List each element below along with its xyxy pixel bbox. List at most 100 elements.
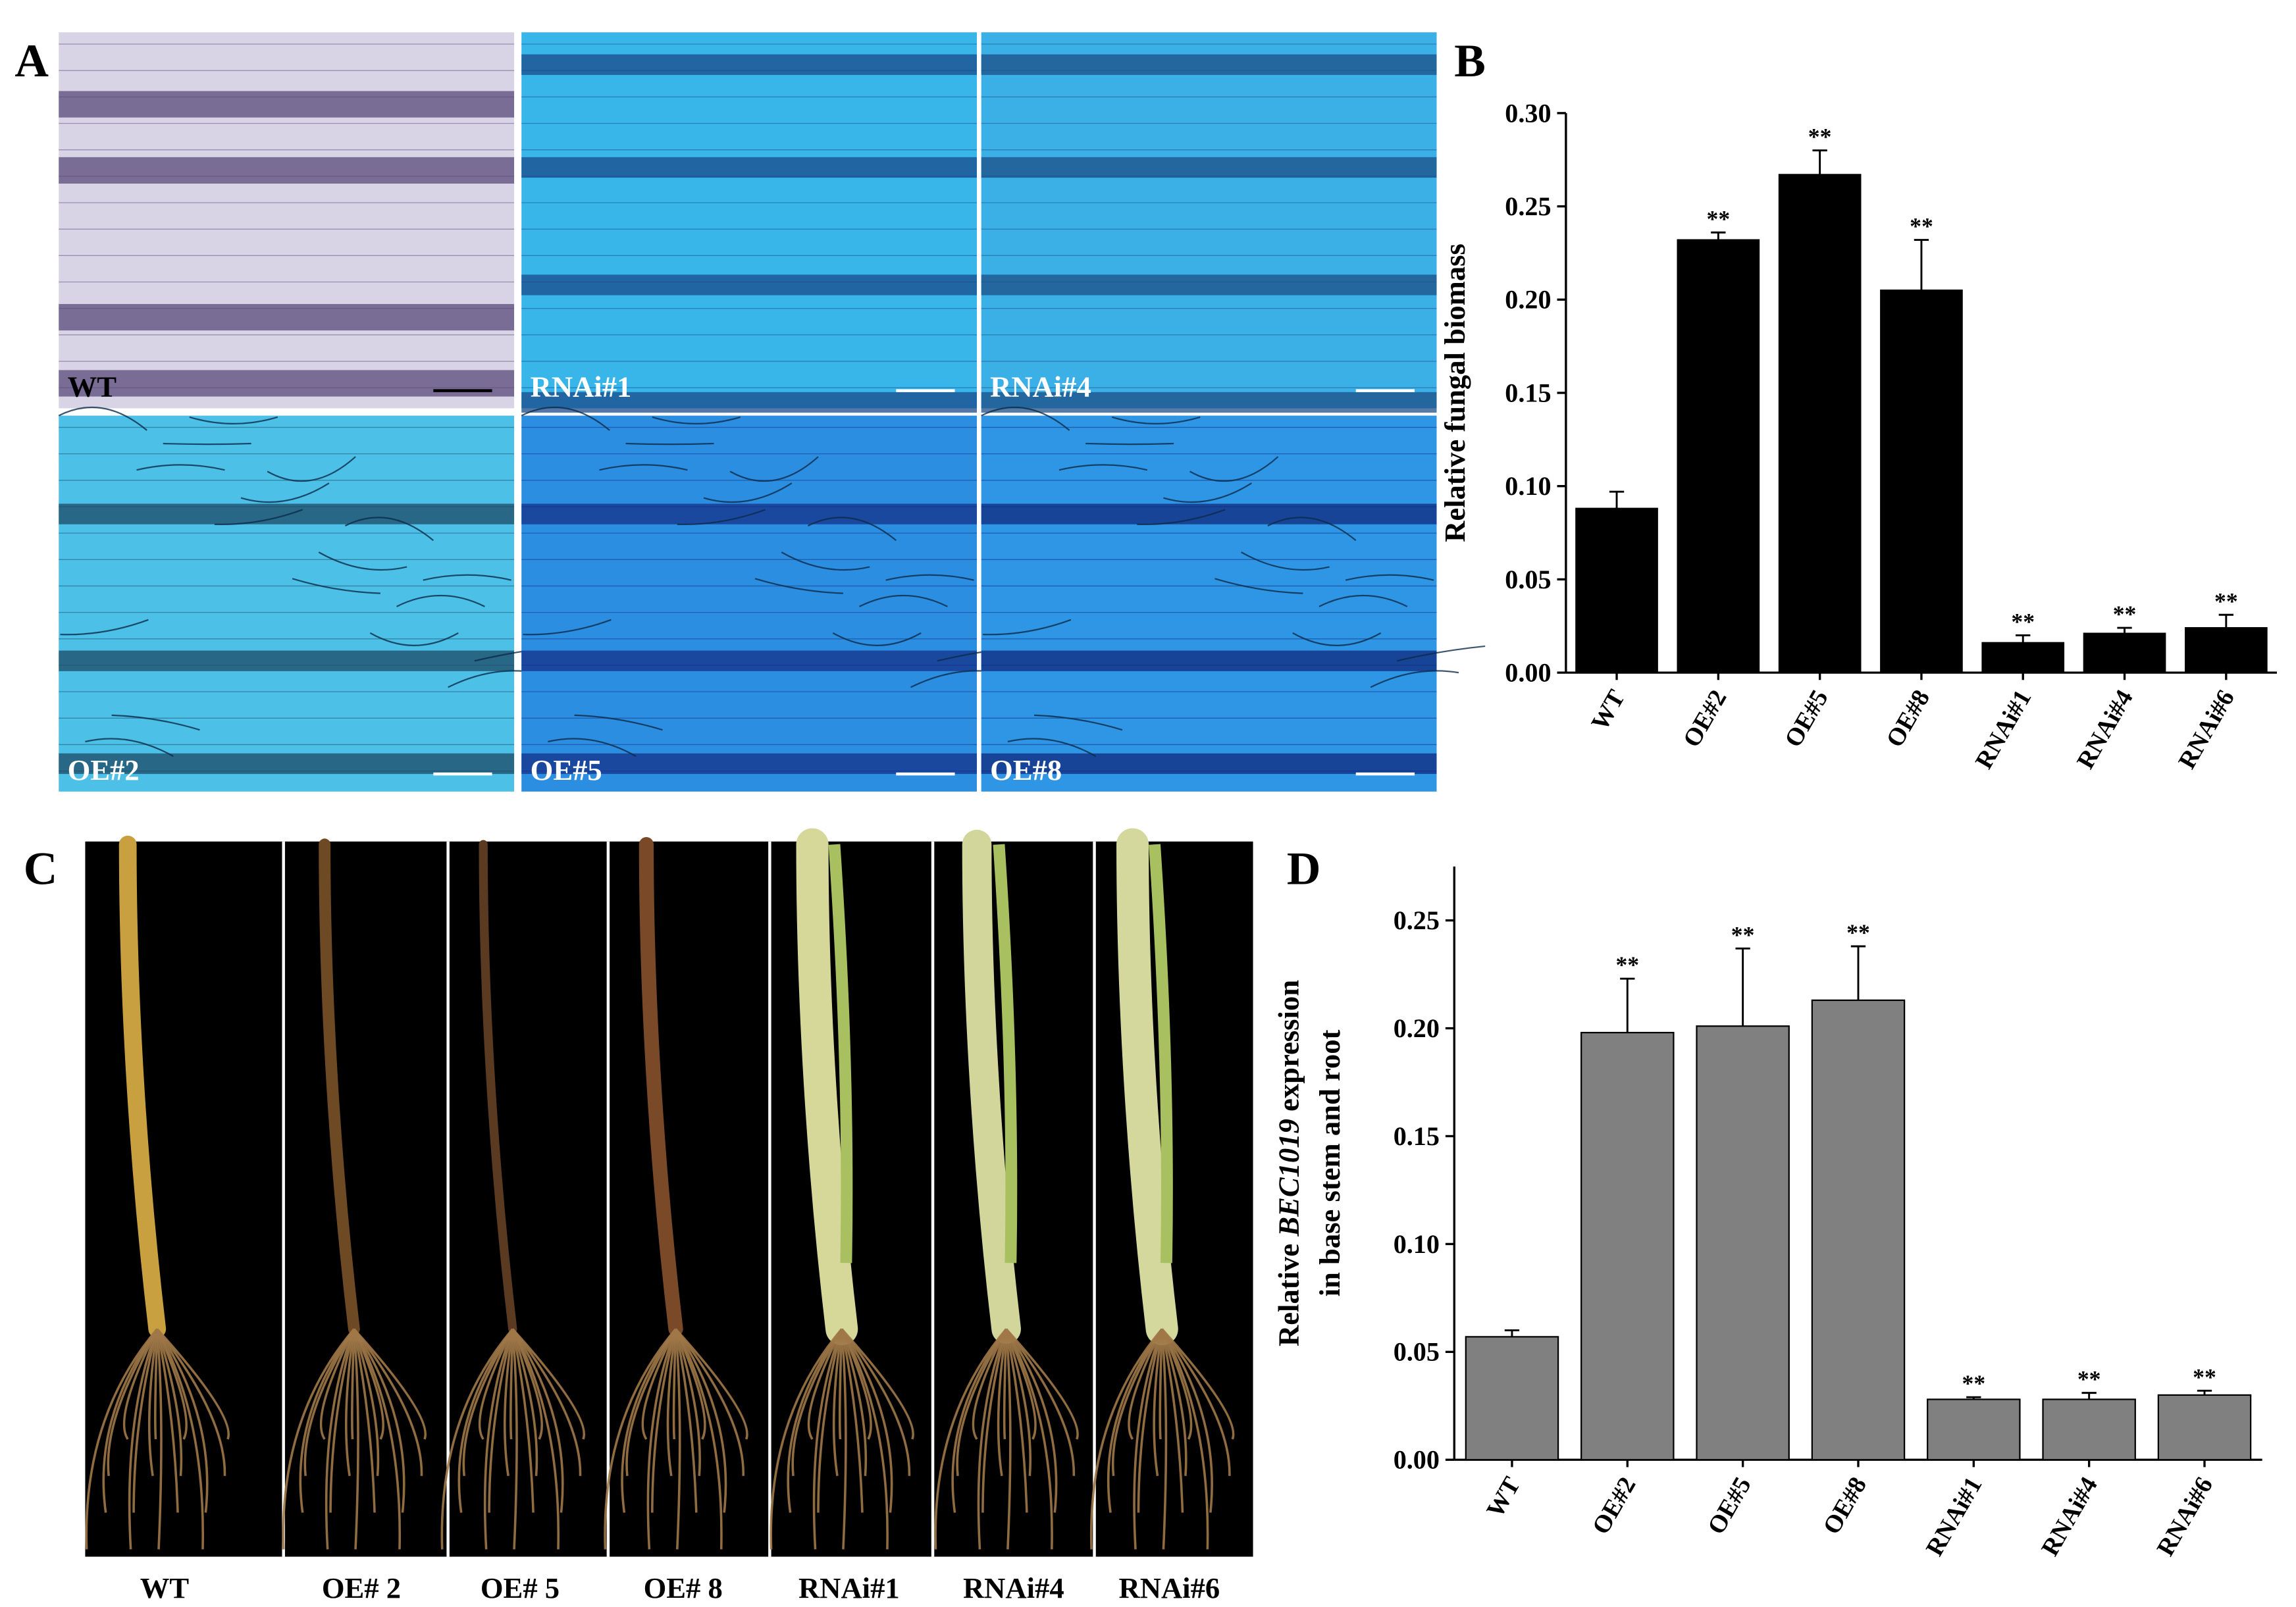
root: [951, 1328, 1008, 1513]
y-axis-label: in base stem and root: [1313, 1029, 1346, 1296]
stem: [1116, 828, 1178, 1346]
photo-divider: [606, 841, 610, 1557]
root: [1161, 1329, 1184, 1513]
x-tick-label: RNAi#6: [2173, 685, 2240, 773]
micrograph: [521, 415, 978, 792]
error-bar: [1914, 239, 1929, 291]
root: [128, 1329, 159, 1550]
significance-label: **: [1910, 213, 1933, 240]
hypha: [214, 509, 303, 526]
root: [625, 1328, 677, 1476]
root: [156, 1329, 179, 1513]
hypha: [1163, 482, 1252, 503]
stem: [118, 835, 167, 1339]
root: [841, 1329, 868, 1476]
bar: [1811, 999, 1906, 1461]
hypha: [677, 509, 766, 526]
root: [457, 1328, 514, 1513]
root: [511, 1328, 560, 1550]
hypha: [981, 406, 1070, 431]
tissue-band: [521, 650, 978, 671]
photo-divider: [768, 841, 771, 1557]
root: [841, 1328, 911, 1476]
root: [1005, 1328, 1079, 1440]
root: [1161, 1329, 1187, 1476]
hypha: [58, 406, 147, 431]
tissue-band: [521, 157, 978, 178]
hypha: [807, 517, 897, 542]
bar: [1981, 642, 2065, 674]
error-bar: [1850, 945, 1866, 1000]
root: [462, 1328, 514, 1476]
leaf: [828, 844, 853, 1263]
root: [1161, 1328, 1193, 1440]
tissue-band: [59, 91, 515, 118]
root: [351, 1329, 355, 1440]
photo-divider: [446, 841, 450, 1557]
root: [483, 1329, 514, 1550]
stem: [639, 837, 683, 1337]
x-tick-label: RNAi#1: [1921, 1472, 1988, 1560]
root: [621, 1328, 677, 1513]
root: [353, 1329, 359, 1550]
hypha: [754, 578, 843, 594]
root: [511, 1328, 582, 1476]
root: [303, 1328, 355, 1476]
root: [972, 1328, 1008, 1441]
hypha: [267, 456, 356, 482]
y-tick-label: 0.05: [1394, 1337, 1440, 1367]
hypha: [189, 416, 278, 424]
tissue-band: [59, 370, 515, 397]
stem: [796, 828, 858, 1346]
root: [511, 1329, 538, 1476]
significance-label: **: [2214, 588, 2238, 614]
leaf: [1149, 844, 1173, 1263]
root: [353, 1328, 427, 1440]
x-tick-label: OE#5: [1779, 685, 1834, 752]
error-bar: [1620, 977, 1635, 1033]
root: [672, 1329, 677, 1440]
hypha: [396, 594, 485, 607]
photo-label: OE#8: [990, 753, 1062, 786]
x-tick-label: OE#5: [1702, 1472, 1757, 1539]
tissue-band: [59, 650, 515, 671]
root: [353, 1328, 402, 1550]
hypha: [60, 619, 149, 636]
root: [675, 1328, 748, 1440]
hypha: [1370, 670, 1459, 688]
hypha: [1189, 456, 1279, 482]
root: [440, 1328, 514, 1550]
bar: [1696, 1025, 1790, 1461]
root: [1161, 1328, 1213, 1513]
root: [156, 1328, 188, 1440]
stem: [479, 840, 517, 1334]
root: [353, 1329, 376, 1513]
hypha: [240, 482, 330, 503]
bar: [1580, 1032, 1675, 1461]
hypha: [1214, 578, 1303, 594]
tissue-band: [521, 54, 978, 75]
root: [132, 1329, 159, 1513]
root: [353, 1328, 405, 1513]
root: [511, 1329, 518, 1550]
error-bar: [2081, 1392, 2097, 1400]
hypha: [1318, 594, 1408, 607]
hypha: [136, 464, 225, 471]
root: [511, 1328, 585, 1440]
root: [981, 1329, 1008, 1513]
root: [641, 1328, 677, 1441]
root: [156, 1328, 209, 1513]
photo-label: OE# 5: [481, 1571, 560, 1604]
error-bar: [2218, 613, 2234, 628]
root: [353, 1328, 423, 1476]
root: [791, 1328, 843, 1476]
root: [934, 1328, 1008, 1550]
root: [812, 1329, 843, 1550]
root: [511, 1329, 535, 1513]
root: [102, 1328, 159, 1513]
micrograph: [521, 32, 978, 409]
hypha: [599, 464, 688, 471]
significance-label: **: [1808, 124, 1832, 150]
error-bar: [1609, 490, 1625, 509]
